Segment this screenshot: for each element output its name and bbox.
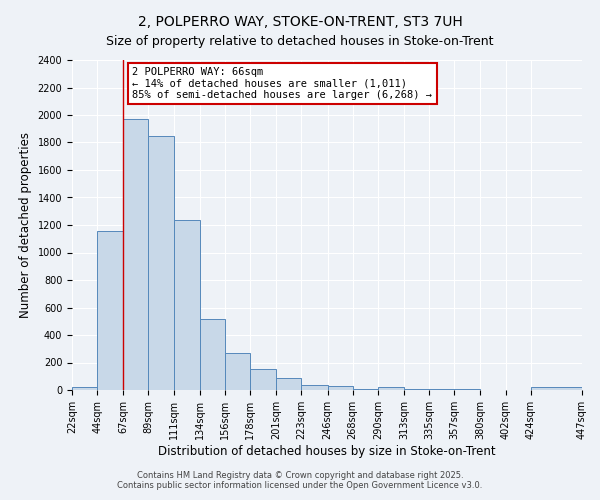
- Bar: [250, 370, 276, 390]
- Bar: [530, 387, 582, 390]
- Bar: [148, 136, 173, 390]
- Y-axis label: Number of detached properties: Number of detached properties: [19, 132, 32, 318]
- Bar: [72, 386, 97, 390]
- Text: Contains HM Land Registry data © Crown copyright and database right 2025.
Contai: Contains HM Land Registry data © Crown c…: [118, 470, 482, 490]
- Bar: [301, 384, 328, 390]
- Bar: [378, 386, 404, 390]
- Bar: [353, 388, 378, 390]
- Bar: [404, 388, 429, 390]
- Bar: [200, 318, 225, 390]
- Bar: [97, 230, 124, 390]
- Text: 2, POLPERRO WAY, STOKE-ON-TRENT, ST3 7UH: 2, POLPERRO WAY, STOKE-ON-TRENT, ST3 7UH: [137, 15, 463, 29]
- Bar: [225, 353, 250, 390]
- X-axis label: Distribution of detached houses by size in Stoke-on-Trent: Distribution of detached houses by size …: [158, 444, 496, 458]
- Bar: [124, 119, 148, 390]
- Bar: [173, 220, 200, 390]
- Bar: [328, 386, 353, 390]
- Bar: [276, 378, 301, 390]
- Text: Size of property relative to detached houses in Stoke-on-Trent: Size of property relative to detached ho…: [106, 35, 494, 48]
- Text: 2 POLPERRO WAY: 66sqm
← 14% of detached houses are smaller (1,011)
85% of semi-d: 2 POLPERRO WAY: 66sqm ← 14% of detached …: [133, 67, 433, 100]
